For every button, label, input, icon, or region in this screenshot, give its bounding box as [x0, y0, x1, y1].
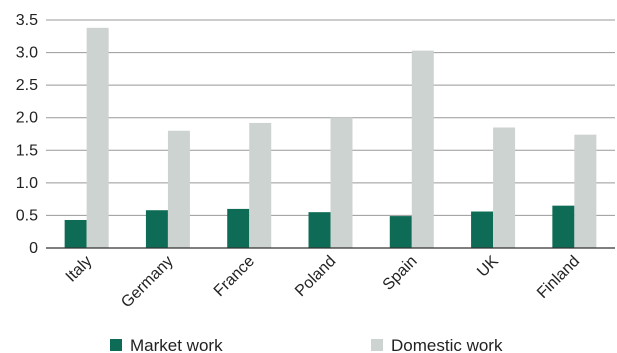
x-tick-label: Spain	[380, 253, 421, 294]
y-tick-label: 3.5	[16, 12, 38, 29]
legend: Market work Domestic work	[110, 336, 503, 353]
y-tick-label: 3.0	[16, 45, 38, 62]
legend-swatch	[371, 339, 383, 351]
bar-market-work-france	[227, 208, 250, 248]
legend-label: Market work	[130, 336, 223, 353]
bar-market-work-spain	[389, 216, 412, 248]
bars	[64, 27, 597, 249]
bar-domestic-work-finland	[574, 134, 597, 248]
y-axis-tick-labels: 0 0.5 1.0 1.5 2.0 2.5 3.0 3.5	[16, 12, 38, 257]
bar-domestic-work-poland	[330, 117, 353, 248]
bar-domestic-work-italy	[86, 27, 109, 249]
x-tick-label: Poland	[292, 253, 339, 300]
bar-market-work-germany	[145, 210, 168, 248]
x-tick-label: UK	[474, 253, 502, 281]
bar-domestic-work-france	[249, 122, 272, 248]
y-tick-label: 0	[29, 240, 38, 257]
legend-swatch	[110, 339, 122, 351]
y-tick-label: 2.0	[16, 110, 38, 127]
x-tick-label: Finland	[534, 253, 583, 302]
x-tick-label: Germany	[118, 253, 177, 312]
bar-market-work-uk	[471, 211, 494, 248]
bar-market-work-finland	[552, 205, 575, 248]
bar-market-work-poland	[308, 212, 331, 248]
y-tick-label: 0.5	[16, 207, 38, 224]
bar-domestic-work-germany	[167, 130, 190, 248]
x-axis-tick-labels: Italy Germany France Poland Spain UK Finland	[63, 253, 583, 312]
x-tick-label: Italy	[63, 253, 96, 286]
y-tick-label: 1.5	[16, 142, 38, 159]
y-tick-label: 2.5	[16, 77, 38, 94]
bar-market-work-italy	[64, 219, 87, 248]
bar-domestic-work-uk	[493, 127, 516, 248]
x-tick-label: France	[211, 253, 258, 300]
bar-domestic-work-spain	[411, 50, 434, 248]
y-tick-label: 1.0	[16, 175, 38, 192]
legend-label: Domestic work	[391, 336, 503, 353]
